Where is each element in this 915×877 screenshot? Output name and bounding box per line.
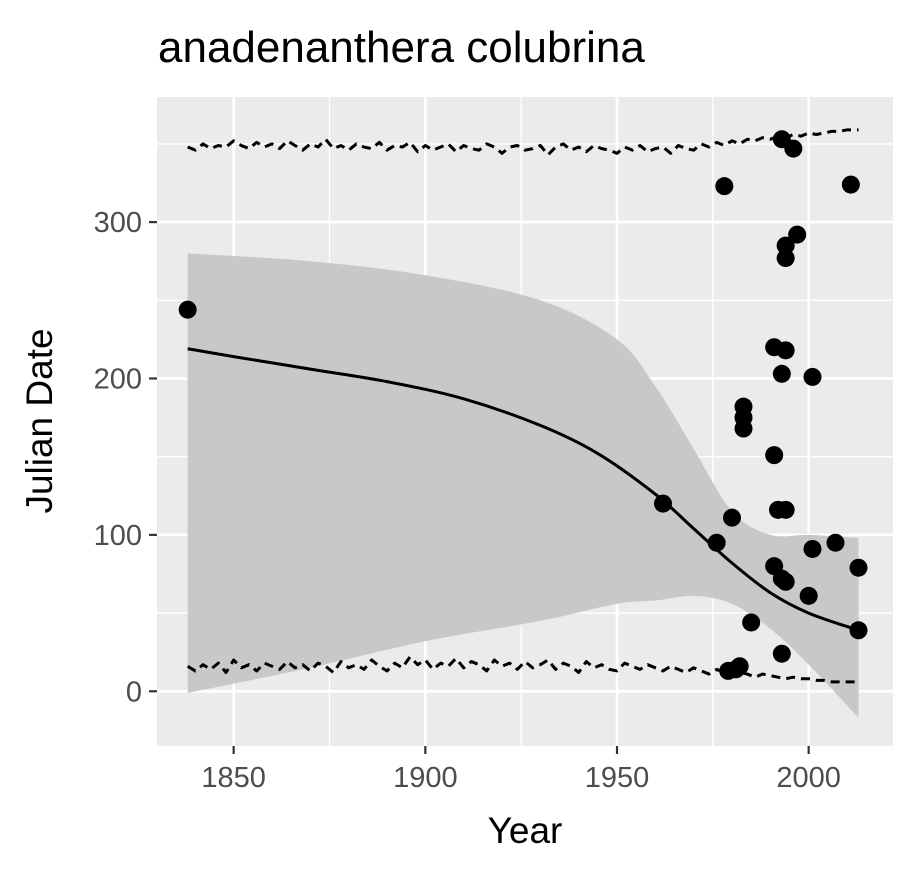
data-point: [715, 177, 734, 196]
y-axis-title: Julian Date: [19, 328, 60, 513]
data-point: [772, 644, 791, 663]
x-tick-label: 2000: [776, 762, 841, 794]
data-point: [730, 657, 749, 676]
data-point: [803, 539, 822, 558]
data-point: [734, 419, 753, 438]
data-point: [723, 508, 741, 527]
chart-title: anadenanthera colubrina: [158, 23, 645, 72]
data-point: [776, 572, 795, 591]
data-point: [803, 367, 822, 386]
y-tick-label: 300: [94, 207, 142, 239]
fit-curve: [187, 347, 859, 632]
fit-line: [187, 347, 859, 632]
data-point: [707, 533, 726, 552]
data-point: [178, 300, 197, 319]
y-tick-label: 100: [94, 520, 142, 552]
data-point: [772, 364, 791, 383]
data-point: [776, 341, 795, 360]
data-point: [776, 249, 795, 268]
data-point: [784, 139, 803, 158]
data-point: [799, 586, 818, 605]
data-point: [742, 613, 761, 632]
data-point: [654, 494, 672, 513]
data-point: [788, 225, 807, 244]
x-tick-label: 1950: [585, 762, 650, 794]
data-point: [776, 236, 795, 255]
y-tick-label: 200: [94, 363, 142, 395]
y-tick-label: 0: [126, 676, 142, 708]
x-axis: 1850 1900 1950 2000: [201, 746, 841, 794]
data-points: [178, 130, 868, 680]
data-point: [849, 558, 868, 577]
upper-quantile-line: [187, 128, 859, 157]
data-point: [841, 175, 860, 194]
confidence-band: [187, 253, 859, 718]
data-point: [826, 533, 845, 552]
x-tick-label: 1900: [393, 762, 458, 794]
x-axis-title: Year: [488, 810, 563, 851]
y-axis: 0 100 200 300: [94, 207, 157, 708]
data-point: [765, 446, 784, 465]
data-point: [849, 621, 868, 640]
x-tick-label: 1850: [201, 762, 266, 794]
data-point: [776, 500, 795, 519]
confidence-band-area: [187, 253, 859, 718]
